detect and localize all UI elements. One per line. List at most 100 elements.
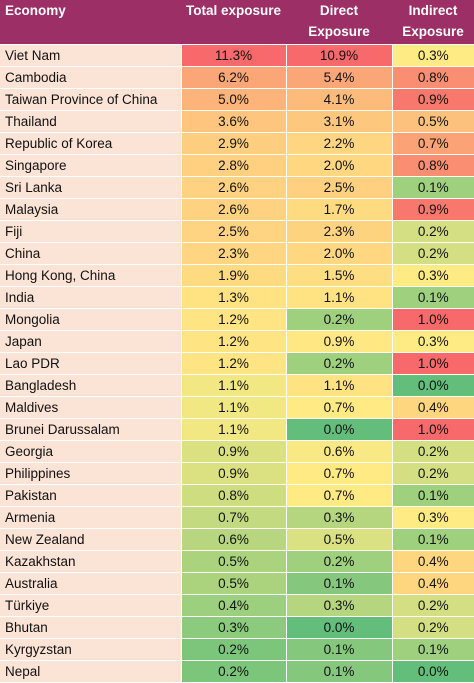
economy-cell: India: [0, 286, 182, 309]
economy-cell: Australia: [0, 572, 182, 595]
table-row: Brunei Darussalam 1.1% 0.0% 1.0%: [0, 418, 474, 441]
table-row: Kyrgyzstan 0.2% 0.1% 0.1%: [0, 638, 474, 661]
economy-cell: Philippines: [0, 462, 182, 485]
table-row: Malaysia 2.6% 1.7% 0.9%: [0, 198, 474, 221]
total-exposure-cell: 1.1%: [181, 396, 287, 419]
direct-exposure-cell: 0.5%: [286, 528, 393, 551]
economy-cell: Bangladesh: [0, 374, 182, 397]
table-row: Bhutan 0.3% 0.0% 0.2%: [0, 616, 474, 639]
table-row: Fiji 2.5% 2.3% 0.2%: [0, 220, 474, 243]
economy-cell: Thailand: [0, 110, 182, 133]
total-exposure-cell: 1.3%: [181, 286, 287, 309]
indirect-exposure-cell: 0.4%: [392, 550, 474, 573]
total-exposure-cell: 2.5%: [181, 220, 287, 243]
total-exposure-cell: 2.3%: [181, 242, 287, 265]
direct-exposure-cell: 2.0%: [286, 154, 393, 177]
table-row: Viet Nam 11.3% 10.9% 0.3%: [0, 44, 474, 67]
direct-exposure-cell: 2.0%: [286, 242, 393, 265]
direct-exposure-cell: 4.1%: [286, 88, 393, 111]
total-exposure-cell: 2.8%: [181, 154, 287, 177]
table-body: Viet Nam 11.3% 10.9% 0.3% Cambodia 6.2% 5.4% 0.…: [0, 44, 474, 683]
indirect-exposure-cell: 0.1%: [392, 484, 474, 507]
indirect-exposure-cell: 0.1%: [392, 286, 474, 309]
indirect-exposure-cell: 1.0%: [392, 418, 474, 441]
economy-cell: Malaysia: [0, 198, 182, 221]
indirect-exposure-cell: 0.8%: [392, 66, 474, 89]
direct-exposure-cell: 0.0%: [286, 418, 393, 441]
economy-cell: Maldives: [0, 396, 182, 419]
economy-cell: New Zealand: [0, 528, 182, 551]
indirect-exposure-cell: 0.2%: [392, 616, 474, 639]
table-row: Republic of Korea 2.9% 2.2% 0.7%: [0, 132, 474, 155]
economy-cell: Pakistan: [0, 484, 182, 507]
total-exposure-cell: 0.8%: [181, 484, 287, 507]
direct-exposure-cell: 2.5%: [286, 176, 393, 199]
economy-cell: Hong Kong, China: [0, 264, 182, 287]
header-indirect-exposure: Indirect Exposure: [392, 0, 474, 45]
total-exposure-cell: 6.2%: [181, 66, 287, 89]
direct-exposure-cell: 0.3%: [286, 594, 393, 617]
total-exposure-cell: 11.3%: [181, 44, 287, 67]
total-exposure-cell: 1.2%: [181, 308, 287, 331]
economy-cell: Taiwan Province of China: [0, 88, 182, 111]
indirect-exposure-cell: 0.4%: [392, 572, 474, 595]
table-row: Maldives 1.1% 0.7% 0.4%: [0, 396, 474, 419]
total-exposure-cell: 0.4%: [181, 594, 287, 617]
direct-exposure-cell: 0.1%: [286, 638, 393, 661]
economy-cell: Bhutan: [0, 616, 182, 639]
table-row: Kazakhstan 0.5% 0.2% 0.4%: [0, 550, 474, 573]
indirect-exposure-cell: 0.3%: [392, 44, 474, 67]
total-exposure-cell: 0.7%: [181, 506, 287, 529]
total-exposure-cell: 5.0%: [181, 88, 287, 111]
table-row: Pakistan 0.8% 0.7% 0.1%: [0, 484, 474, 507]
total-exposure-cell: 2.9%: [181, 132, 287, 155]
table-row: India 1.3% 1.1% 0.1%: [0, 286, 474, 309]
header-economy: Economy: [0, 0, 181, 45]
table-row: Japan 1.2% 0.9% 0.3%: [0, 330, 474, 353]
table-row: Sri Lanka 2.6% 2.5% 0.1%: [0, 176, 474, 199]
table-row: Philippines 0.9% 0.7% 0.2%: [0, 462, 474, 485]
total-exposure-cell: 1.1%: [181, 418, 287, 441]
economy-cell: China: [0, 242, 182, 265]
economy-cell: Republic of Korea: [0, 132, 182, 155]
indirect-exposure-cell: 0.1%: [392, 528, 474, 551]
economy-cell: Japan: [0, 330, 182, 353]
indirect-exposure-cell: 0.7%: [392, 132, 474, 155]
indirect-exposure-cell: 0.2%: [392, 242, 474, 265]
direct-exposure-cell: 0.2%: [286, 550, 393, 573]
table-row: Singapore 2.8% 2.0% 0.8%: [0, 154, 474, 177]
economy-cell: Georgia: [0, 440, 182, 463]
table-row: Thailand 3.6% 3.1% 0.5%: [0, 110, 474, 133]
header-direct-exposure: Direct Exposure: [286, 0, 392, 45]
indirect-exposure-cell: 0.9%: [392, 198, 474, 221]
table-row: Lao PDR 1.2% 0.2% 1.0%: [0, 352, 474, 375]
direct-exposure-cell: 0.7%: [286, 462, 393, 485]
indirect-exposure-cell: 0.1%: [392, 638, 474, 661]
direct-exposure-cell: 0.1%: [286, 660, 393, 683]
table-row: Mongolia 1.2% 0.2% 1.0%: [0, 308, 474, 331]
total-exposure-cell: 0.5%: [181, 550, 287, 573]
total-exposure-cell: 2.6%: [181, 198, 287, 221]
header-total-exposure: Total exposure: [181, 0, 286, 45]
economy-cell: Fiji: [0, 220, 182, 243]
table-row: New Zealand 0.6% 0.5% 0.1%: [0, 528, 474, 551]
direct-exposure-cell: 0.7%: [286, 396, 393, 419]
economy-cell: Türkiye: [0, 594, 182, 617]
indirect-exposure-cell: 0.2%: [392, 440, 474, 463]
economy-cell: Armenia: [0, 506, 182, 529]
economy-cell: Cambodia: [0, 66, 182, 89]
total-exposure-cell: 3.6%: [181, 110, 287, 133]
direct-exposure-cell: 2.3%: [286, 220, 393, 243]
table-row: Nepal 0.2% 0.1% 0.0%: [0, 660, 474, 683]
economy-cell: Brunei Darussalam: [0, 418, 182, 441]
total-exposure-cell: 0.2%: [181, 660, 287, 683]
total-exposure-cell: 0.9%: [181, 462, 287, 485]
direct-exposure-cell: 1.1%: [286, 286, 393, 309]
direct-exposure-cell: 2.2%: [286, 132, 393, 155]
indirect-exposure-cell: 0.0%: [392, 374, 474, 397]
direct-exposure-cell: 0.2%: [286, 352, 393, 375]
economy-cell: Nepal: [0, 660, 182, 683]
economy-cell: Viet Nam: [0, 44, 182, 67]
table-row: Georgia 0.9% 0.6% 0.2%: [0, 440, 474, 463]
